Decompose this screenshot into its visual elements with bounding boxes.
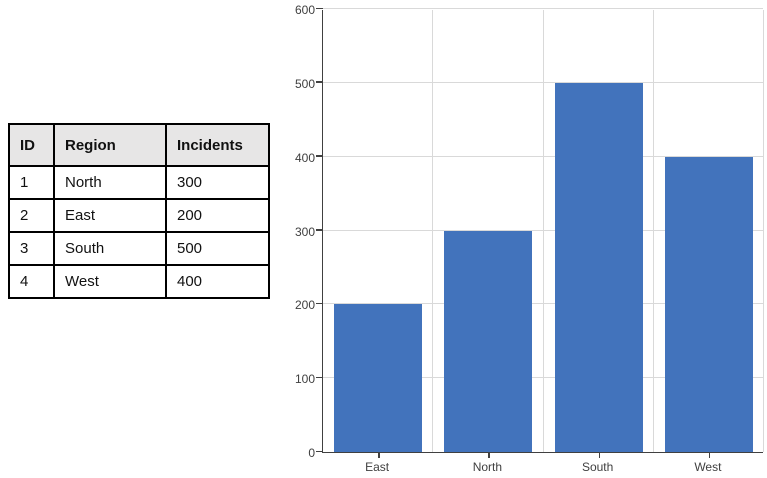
y-axis-tick: [316, 155, 323, 157]
y-axis-tick-label: 600: [294, 3, 315, 17]
gridline-vertical: [763, 10, 764, 452]
table-header-incidents: Incidents: [165, 123, 270, 167]
cell-id: 3: [8, 231, 55, 266]
y-axis-tick-label: 100: [294, 372, 315, 387]
table-row: 3 South 500: [8, 231, 270, 266]
y-axis-tick: [316, 302, 323, 305]
cell-id: 2: [8, 198, 55, 233]
table-header-id: ID: [8, 123, 55, 167]
y-axis-tick: [316, 81, 323, 83]
gridline-horizontal: [323, 8, 763, 9]
y-axis-tick: [316, 376, 323, 379]
incidents-table: ID Region Incidents 1 North 300 2 East 2…: [8, 123, 270, 299]
cell-region: South: [53, 231, 167, 266]
gridline-vertical: [652, 10, 654, 452]
cell-region: West: [53, 264, 167, 299]
bar-north: [444, 230, 533, 452]
cell-incidents: 300: [165, 165, 270, 200]
cell-id: 1: [8, 165, 55, 200]
y-axis-tick: [316, 450, 323, 452]
bar-south: [554, 82, 643, 452]
cell-region: East: [53, 198, 167, 233]
cell-incidents: 400: [165, 264, 270, 299]
x-axis-labels: East North South West: [322, 460, 763, 476]
table-header-row: ID Region Incidents: [8, 123, 270, 167]
bar-west: [664, 156, 753, 452]
x-axis-tick: [708, 452, 711, 458]
bar-chart: 0 100 200 300 400 500 600 East North South West: [282, 0, 767, 478]
y-axis-tick-label: 300: [294, 224, 315, 239]
table-header-region: Region: [53, 123, 167, 167]
x-axis-tick: [598, 452, 601, 458]
bar-east: [334, 304, 423, 452]
x-axis-label-south: South: [581, 460, 614, 474]
table-row: 2 East 200: [8, 198, 270, 233]
x-axis-label-west: West: [694, 460, 722, 474]
cell-incidents: 200: [165, 198, 270, 233]
x-axis-tick: [488, 452, 490, 458]
y-axis-tick: [316, 7, 323, 9]
cell-region: North: [53, 165, 167, 200]
x-axis-tick: [378, 452, 380, 458]
y-axis-tick: [316, 229, 323, 231]
table-row: 1 North 300: [8, 165, 270, 200]
gridline-vertical: [542, 10, 544, 452]
plot-area: [316, 7, 764, 458]
table-row: 4 West 400: [8, 264, 270, 299]
y-axis-tick-label: 200: [294, 298, 315, 313]
x-axis-label-north: North: [472, 460, 503, 474]
y-axis-tick-label: 500: [294, 76, 315, 91]
x-axis-label-east: East: [365, 460, 390, 474]
cell-incidents: 500: [165, 231, 270, 266]
cell-id: 4: [8, 264, 55, 299]
y-axis-labels: 0 100 200 300 400 500 600: [282, 3, 315, 460]
gridline-vertical: [432, 10, 434, 452]
y-axis-tick-label: 400: [294, 150, 315, 165]
y-axis-tick-label: 0: [308, 446, 315, 460]
